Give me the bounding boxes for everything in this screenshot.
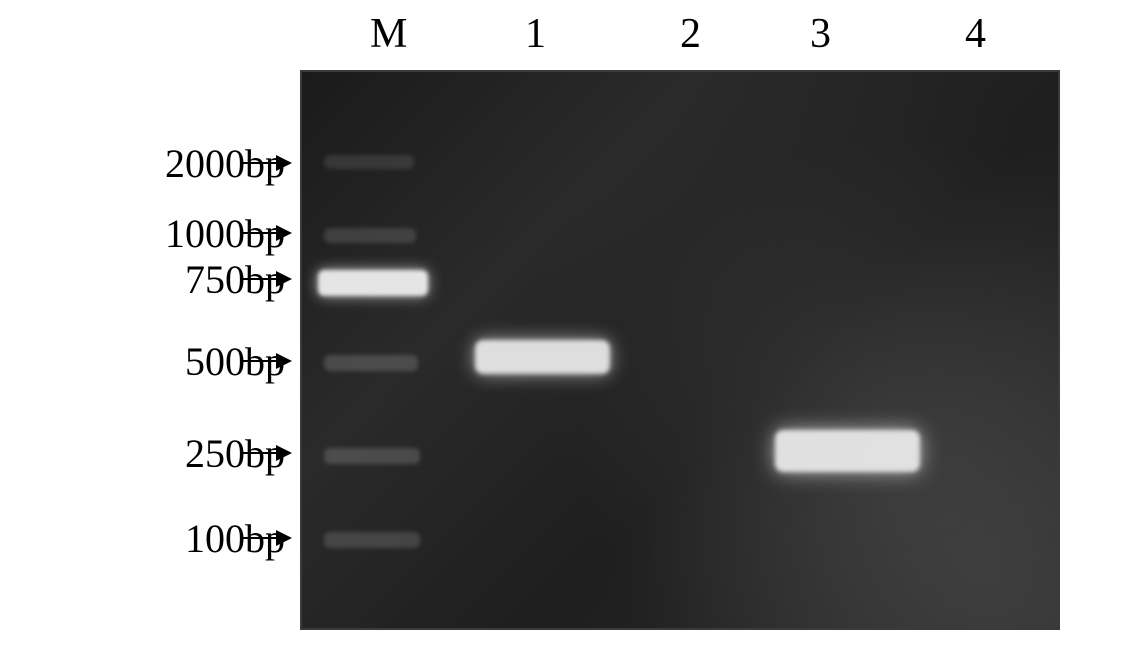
ladder-band (324, 228, 416, 243)
lane-labels-row: M 1 2 3 4 (50, 10, 1085, 70)
arrow-icon (240, 278, 290, 280)
ladder-band (324, 532, 420, 548)
arrow-icon (240, 537, 290, 539)
lane-label-1: 1 (525, 10, 546, 58)
ladder-band (318, 270, 428, 296)
arrow-icon (240, 360, 290, 362)
sample-band-lane1 (475, 340, 610, 374)
arrow-icon (240, 232, 290, 234)
lane-label-M: M (370, 10, 407, 58)
lane-label-4: 4 (965, 10, 986, 58)
arrow-icon (240, 452, 290, 454)
gel-image (300, 70, 1060, 630)
gel-figure: M 1 2 3 4 2000bp 1000bp 750bp 500bp 250b… (50, 10, 1085, 660)
ladder-band (324, 448, 420, 464)
ladder-band (324, 155, 414, 169)
ladder-band (324, 355, 418, 371)
lane-label-3: 3 (810, 10, 831, 58)
lane-label-2: 2 (680, 10, 701, 58)
arrow-icon (240, 162, 290, 164)
sample-band-lane3 (775, 430, 920, 472)
